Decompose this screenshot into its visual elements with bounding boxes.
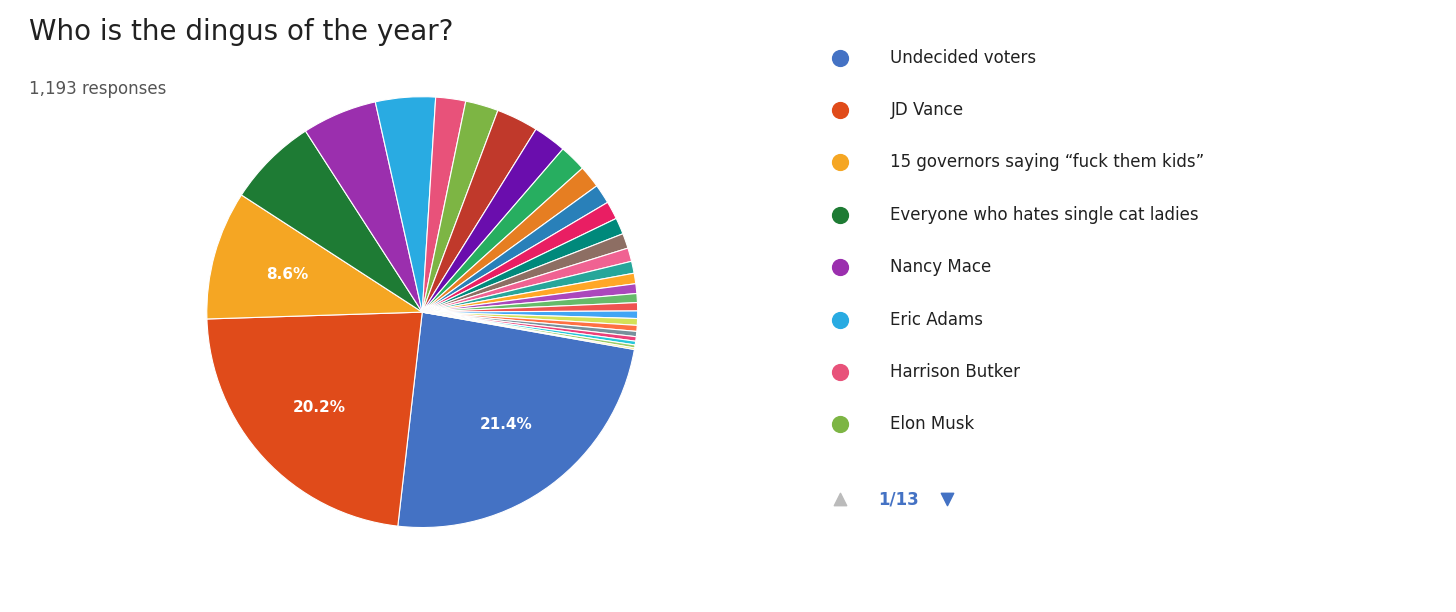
Wedge shape: [422, 168, 597, 312]
Wedge shape: [422, 149, 582, 312]
Wedge shape: [422, 273, 636, 312]
Wedge shape: [422, 129, 563, 312]
Wedge shape: [422, 234, 628, 312]
Text: 1/13: 1/13: [878, 490, 919, 508]
Wedge shape: [422, 312, 635, 348]
Text: 20.2%: 20.2%: [293, 400, 345, 414]
Wedge shape: [422, 294, 638, 312]
Point: [828, 367, 852, 377]
Wedge shape: [397, 312, 635, 528]
Wedge shape: [422, 101, 498, 312]
Text: 1,193 responses: 1,193 responses: [29, 80, 166, 97]
Wedge shape: [422, 218, 623, 312]
Text: JD Vance: JD Vance: [891, 101, 964, 119]
Text: Everyone who hates single cat ladies: Everyone who hates single cat ladies: [891, 206, 1200, 224]
Point: [828, 210, 852, 220]
Wedge shape: [422, 312, 636, 341]
Wedge shape: [422, 261, 635, 312]
Text: Eric Adams: Eric Adams: [891, 310, 983, 329]
Text: Harrison Butker: Harrison Butker: [891, 363, 1021, 381]
Text: 8.6%: 8.6%: [266, 267, 309, 282]
Point: [828, 105, 852, 115]
Text: Undecided voters: Undecided voters: [891, 49, 1037, 67]
Point: [828, 315, 852, 324]
Point: [828, 419, 852, 429]
Wedge shape: [207, 312, 422, 526]
Wedge shape: [422, 312, 638, 332]
Wedge shape: [422, 312, 635, 349]
Text: 15 governors saying “fuck them kids”: 15 governors saying “fuck them kids”: [891, 154, 1204, 171]
Point: [828, 158, 852, 168]
Point: [828, 53, 852, 62]
Text: Elon Musk: Elon Musk: [891, 416, 974, 433]
Wedge shape: [422, 312, 638, 326]
Text: 21.4%: 21.4%: [479, 417, 533, 432]
Wedge shape: [422, 110, 536, 312]
Wedge shape: [242, 131, 422, 312]
Point: [935, 494, 958, 504]
Wedge shape: [422, 284, 636, 312]
Wedge shape: [306, 102, 422, 312]
Point: [828, 494, 852, 504]
Wedge shape: [422, 186, 607, 312]
Wedge shape: [207, 195, 422, 319]
Wedge shape: [422, 248, 632, 312]
Wedge shape: [422, 302, 638, 312]
Wedge shape: [422, 97, 466, 312]
Wedge shape: [376, 97, 435, 312]
Wedge shape: [422, 312, 636, 345]
Wedge shape: [422, 311, 638, 319]
Text: Nancy Mace: Nancy Mace: [891, 258, 992, 276]
Wedge shape: [422, 312, 636, 337]
Point: [828, 263, 852, 272]
Text: Who is the dingus of the year?: Who is the dingus of the year?: [29, 18, 454, 47]
Wedge shape: [422, 203, 616, 312]
